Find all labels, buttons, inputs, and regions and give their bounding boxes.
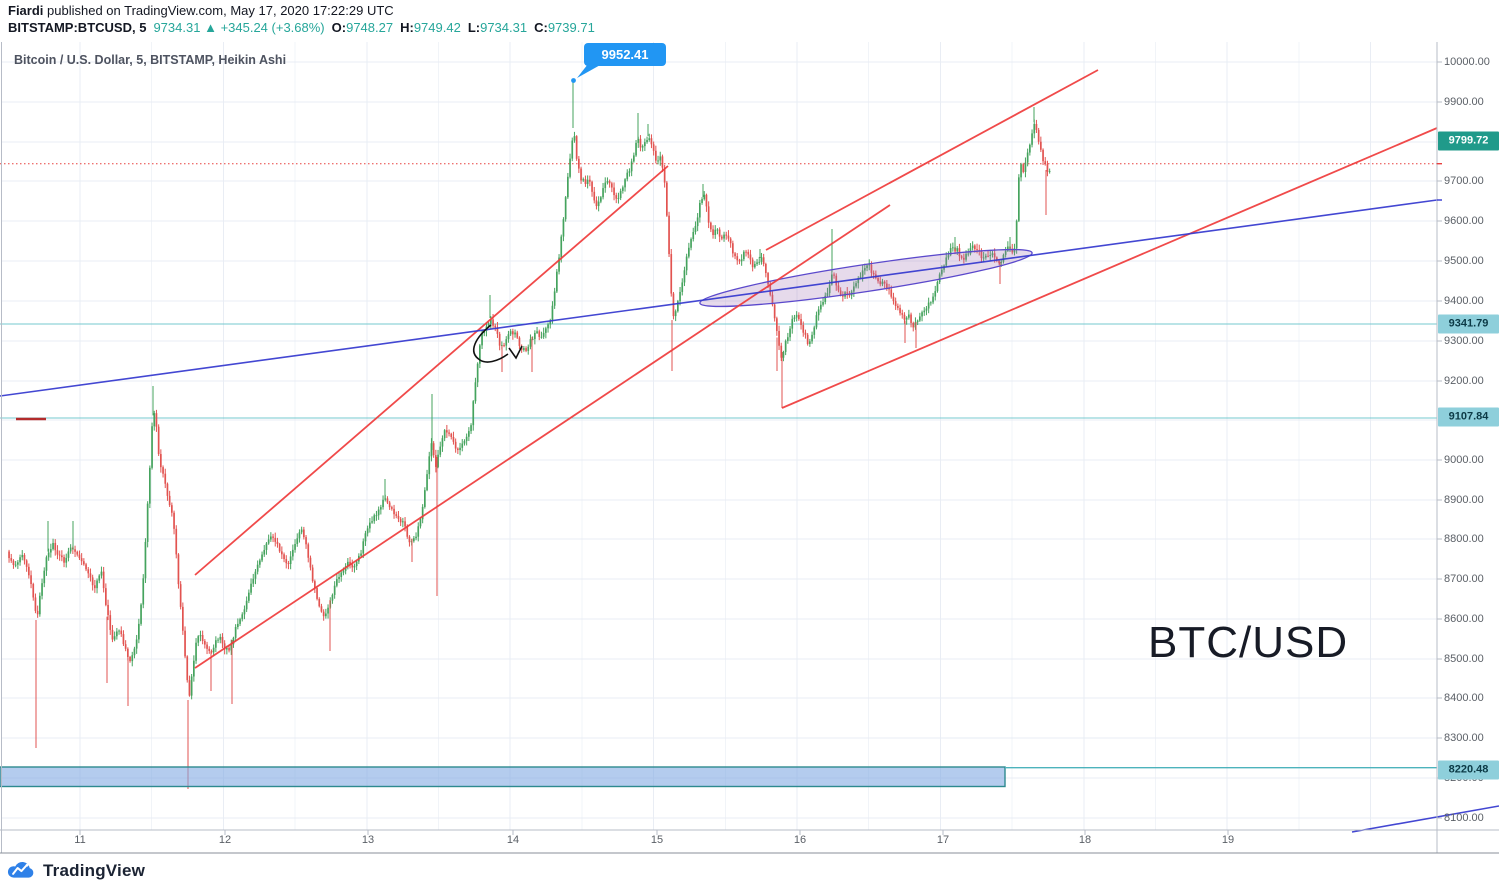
low-value: 9734.31: [480, 20, 528, 35]
price-level-badge: 9341.79: [1438, 314, 1499, 334]
symbol-watermark: BTC/USD: [1148, 618, 1348, 667]
time-axis-label: 18: [1078, 834, 1092, 846]
price-axis-label: 8700.00: [1444, 573, 1484, 585]
price-axis-label: 8400.00: [1444, 692, 1484, 704]
price-axis-label: 8100.00: [1444, 812, 1484, 824]
publish-info-text: published on TradingView.com, May 17, 20…: [43, 3, 394, 18]
tradingview-logo-text: TradingView: [43, 860, 146, 880]
time-axis-label: 13: [361, 834, 375, 846]
heikin-ashi-candles: [8, 119, 1051, 700]
time-axis-label: 19: [1221, 834, 1235, 846]
ticker-change: +345.24 (+3.68%): [220, 20, 325, 35]
time-axis-label: 16: [793, 834, 807, 846]
support-zone-rectangle[interactable]: [0, 766, 1437, 788]
price-axis-label: 9700.00: [1444, 175, 1484, 187]
time-axis-label: 17: [936, 834, 950, 846]
price-axis-label: 8800.00: [1444, 533, 1484, 545]
open-value: 9748.27: [346, 20, 394, 35]
price-axis-label: 9900.00: [1444, 96, 1484, 108]
price-axis-label: 9200.00: [1444, 375, 1484, 387]
trendline-channel-left-upper[interactable]: [194, 165, 669, 576]
price-axis-label: 8600.00: [1444, 613, 1484, 625]
trendline-trend-right-support[interactable]: [781, 127, 1438, 409]
price-axis-label: 10000.00: [1444, 56, 1490, 68]
long-wick-spikes: [35, 82, 1047, 789]
trendline-trend-mid-upper[interactable]: [765, 69, 1099, 251]
time-axis-label: 15: [650, 834, 664, 846]
price-axis-label: 9300.00: [1444, 335, 1484, 347]
price-axis-label: 8300.00: [1444, 732, 1484, 744]
low-label: L:: [467, 20, 481, 35]
ticker-symbol: BITSTAMP:BTCUSD, 5: [8, 20, 147, 35]
last-price-badge: 9799.72: [1438, 131, 1499, 151]
price-axis-label: 9500.00: [1444, 255, 1484, 267]
price-axis-label: 8900.00: [1444, 494, 1484, 506]
publisher-name: Fiardi: [8, 3, 44, 18]
chart-legend[interactable]: Bitcoin / U.S. Dollar, 5, BITSTAMP, Heik…: [14, 53, 287, 67]
plot-borders: [0, 42, 1499, 854]
tradingview-cloud-icon: [7, 861, 34, 878]
time-axis-label: 12: [218, 834, 232, 846]
ticker-line: BITSTAMP:BTCUSD, 5 9734.31 ▲ +345.24 (+3.…: [8, 20, 595, 35]
price-axis-label: 9600.00: [1444, 215, 1484, 227]
trendline-trend-blue-major[interactable]: [0, 199, 1438, 397]
up-arrow-icon: ▲: [204, 20, 217, 35]
publish-info-line: Fiardi published on TradingView.com, May…: [8, 3, 394, 18]
high-value: 9749.42: [413, 20, 461, 35]
close-label: C:: [534, 20, 548, 35]
close-value: 9739.71: [547, 20, 595, 35]
time-axis-label: 14: [506, 834, 520, 846]
hand-drawn-arrow[interactable]: [473, 324, 523, 363]
horizontal-gridlines: [2, 61, 1437, 819]
high-label: H:: [400, 20, 414, 35]
price-axis-label: 8500.00: [1444, 653, 1484, 665]
trendline-trend-blue-minor[interactable]: [1351, 805, 1499, 833]
price-axis-label: 9000.00: [1444, 454, 1484, 466]
trendline-channel-left-lower[interactable]: [194, 204, 891, 669]
vertical-gridlines: [79, 42, 1372, 830]
price-axis-label: 9400.00: [1444, 295, 1484, 307]
price-level-badge: 9107.84: [1438, 407, 1499, 427]
ticker-last-price: 9734.31: [153, 20, 201, 35]
callout-tail: [571, 64, 602, 83]
time-axis-label: 11: [74, 834, 86, 846]
price-callout-bubble[interactable]: 9952.41: [584, 43, 666, 66]
open-label: O:: [331, 20, 347, 35]
horizontal-level-lines[interactable]: [0, 323, 1437, 421]
tradingview-logo[interactable]: TradingView: [6, 857, 145, 884]
price-level-badge: 8220.48: [1438, 760, 1499, 780]
